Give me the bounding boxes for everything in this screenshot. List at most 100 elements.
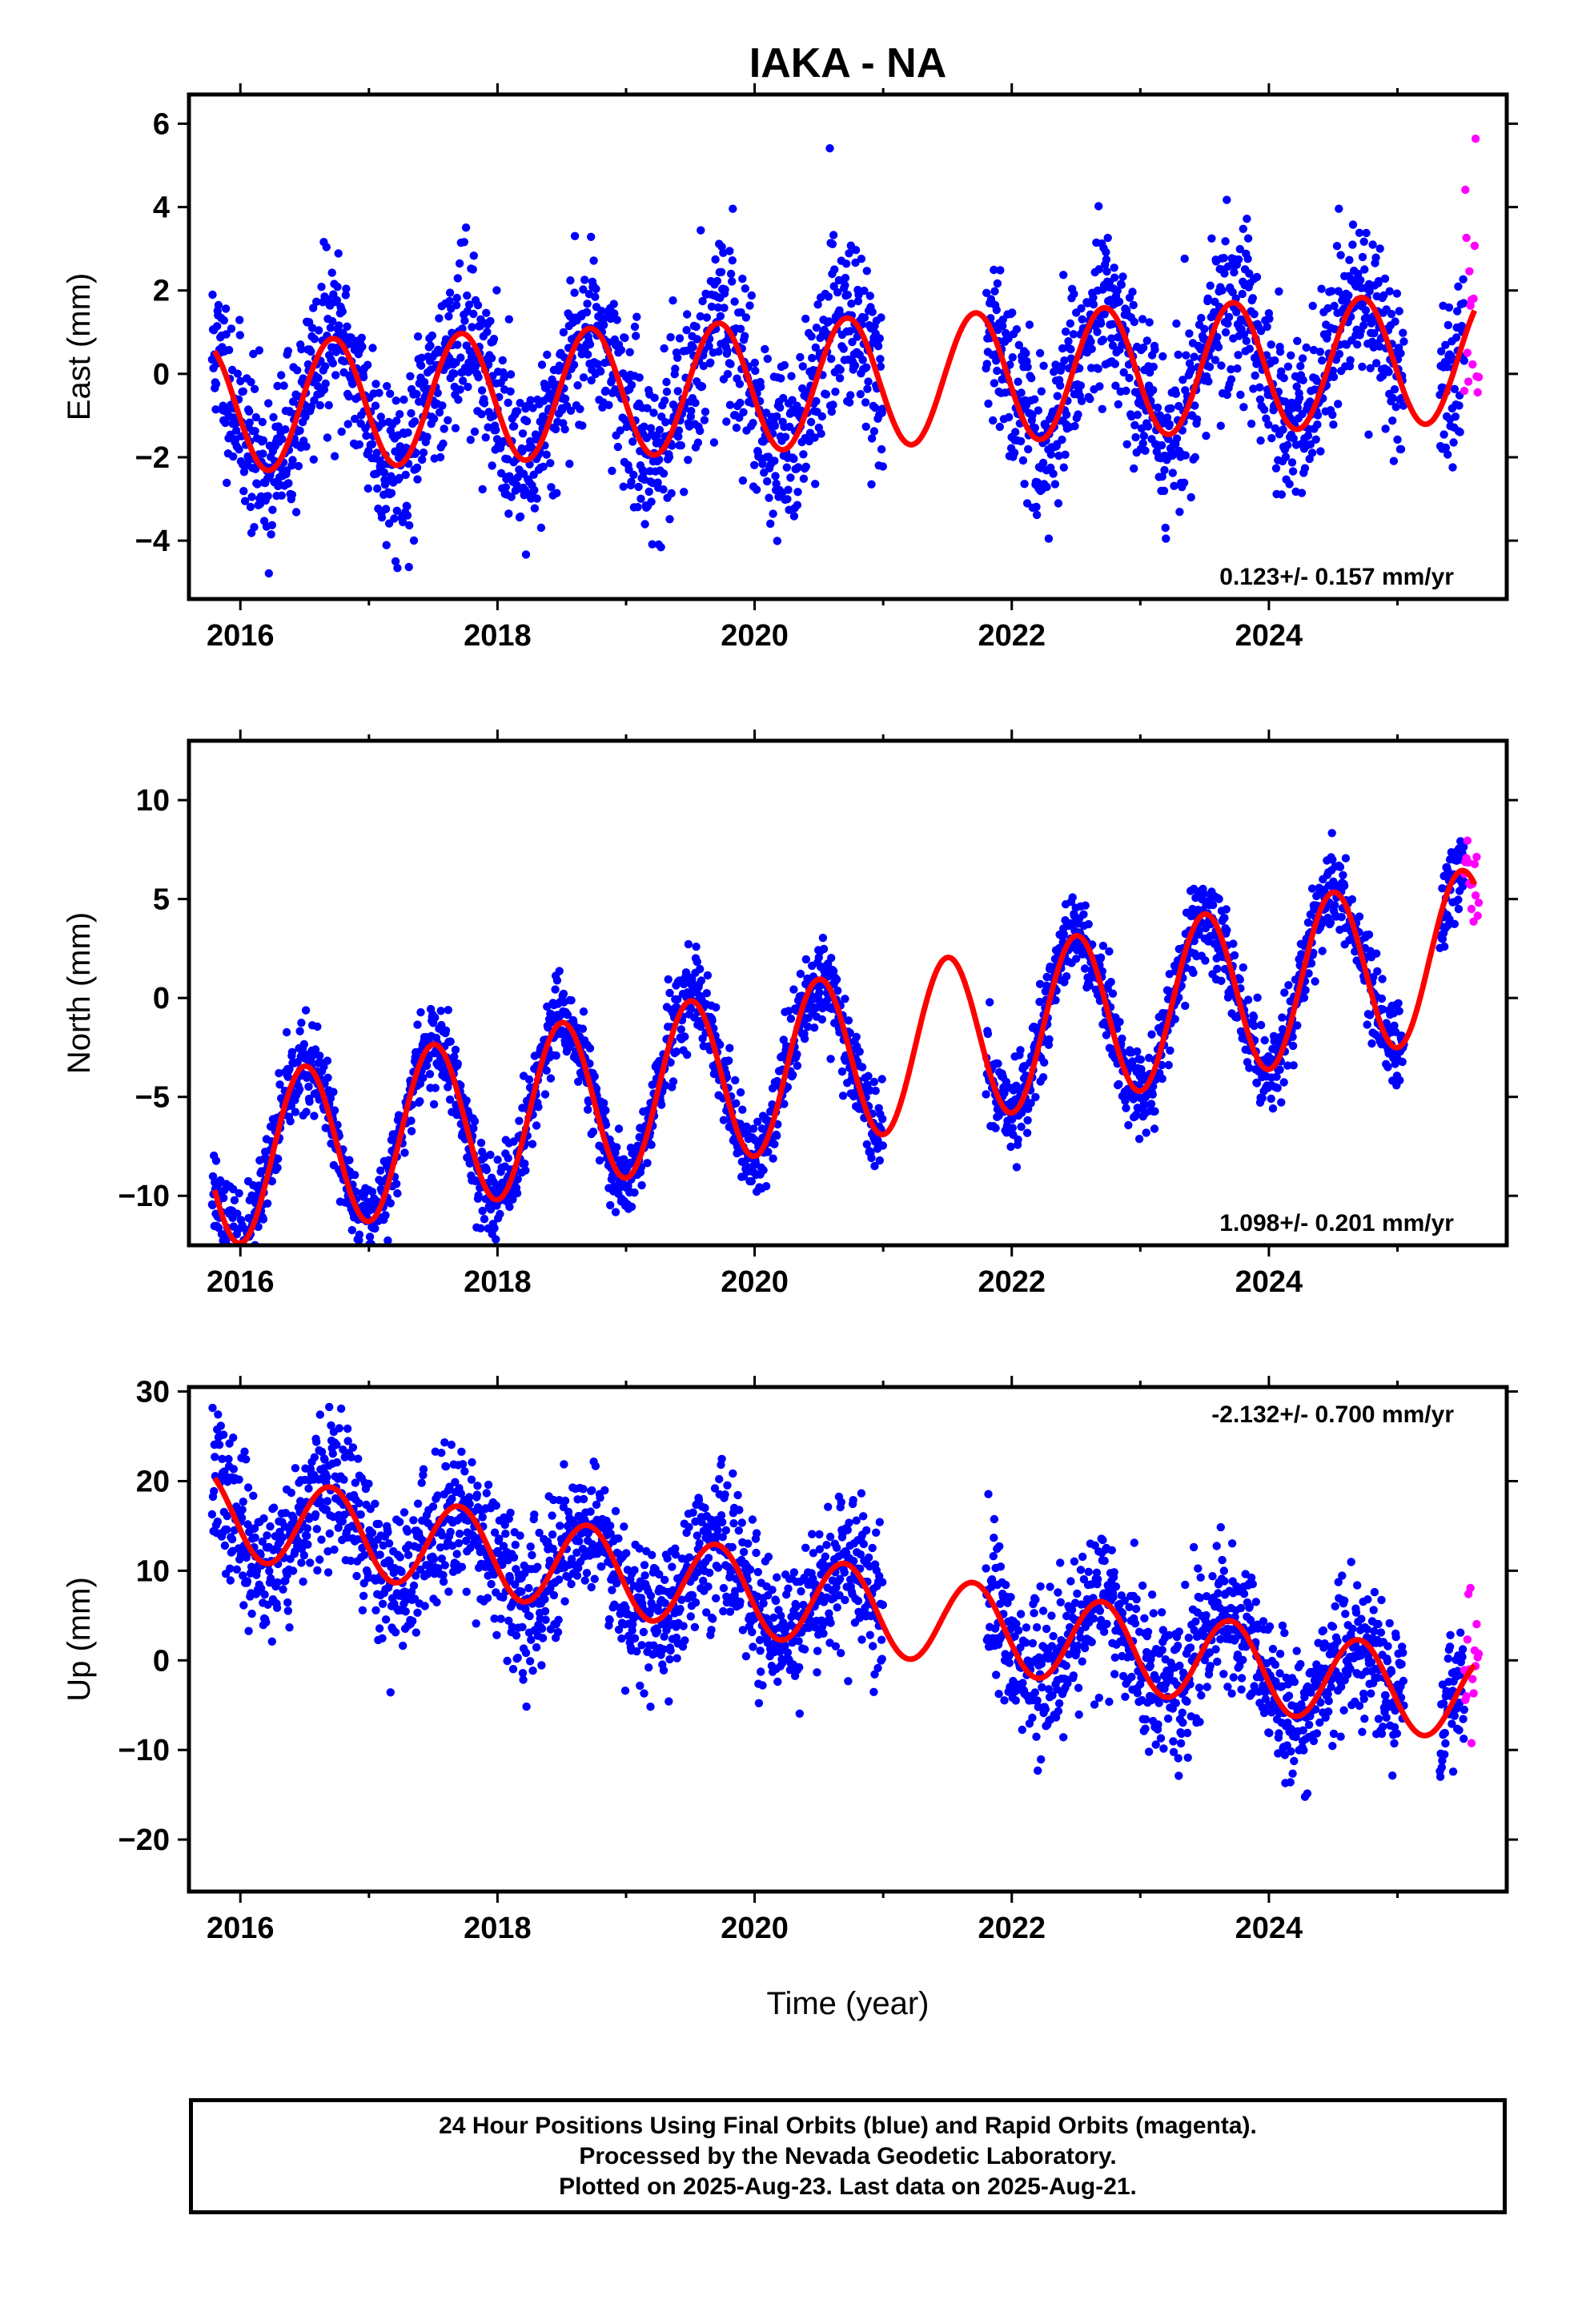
final-point [647,1140,656,1149]
final-point [1054,499,1063,508]
final-point [779,1035,788,1044]
final-point [527,494,536,503]
final-point [705,342,713,351]
final-point [1253,993,1262,1003]
final-point [422,1061,432,1071]
final-point [435,314,444,323]
final-point [817,412,826,421]
final-point [569,360,579,369]
final-point [1166,404,1175,413]
final-point [504,398,512,408]
final-point [301,1006,311,1015]
final-point [1114,400,1123,409]
final-point [1299,993,1309,1003]
final-point [1311,977,1319,986]
plot-frame [187,738,1509,1248]
final-point [864,1072,873,1080]
final-point [1171,389,1181,398]
final-point [692,943,701,951]
final-point [264,399,273,408]
final-point [590,1072,599,1081]
final-point [546,459,555,468]
final-point [1221,237,1230,246]
final-point [666,1058,675,1068]
final-point [302,442,311,451]
final-point [750,460,759,469]
final-point [1133,410,1142,420]
final-point [723,369,733,379]
final-point [367,440,377,448]
final-point [659,469,669,478]
final-point [532,1121,541,1130]
final-point [335,321,343,330]
final-point [1292,382,1301,391]
final-point [789,1071,797,1080]
final-point [332,296,342,305]
final-point [878,1141,888,1150]
final-point [224,1250,232,1258]
final-point [636,494,645,503]
final-point [1235,244,1245,254]
final-point [1354,269,1363,279]
final-point [357,333,366,342]
final-point [1283,1061,1292,1070]
final-point [390,514,399,523]
final-point [1023,363,1032,372]
final-point [601,1106,610,1115]
final-point [504,315,513,324]
final-point [1375,244,1384,253]
final-point [1032,510,1042,520]
final-point [751,366,760,376]
final-point [1187,364,1196,373]
final-point [1359,321,1368,330]
final-point [279,381,288,390]
final-point [660,344,669,353]
final-point [1234,351,1243,360]
final-point [1341,854,1351,862]
final-point [1355,912,1364,921]
final-point [845,327,854,336]
final-point [784,1007,793,1015]
final-point [993,366,1002,376]
final-point [813,300,822,309]
final-point [286,1116,295,1126]
final-point [600,1099,608,1108]
final-point [633,503,642,512]
final-point [482,308,491,317]
final-point [1078,315,1086,324]
final-point [1238,289,1247,299]
rapid-point [1472,852,1481,862]
final-point [585,1043,595,1053]
final-point [719,1116,729,1124]
final-point [735,380,745,388]
final-point [696,426,705,436]
final-point [486,316,495,326]
final-point [1213,332,1222,342]
final-point [1124,1120,1133,1130]
final-point [1437,347,1446,356]
final-point [547,483,556,492]
final-point [750,358,759,368]
final-point [1096,953,1106,962]
final-point [492,425,500,435]
final-point [696,964,705,974]
final-point [1074,410,1082,419]
final-point [415,397,424,406]
final-point [284,479,293,488]
final-point [537,360,547,369]
final-point [264,569,273,578]
final-point [1131,432,1140,442]
final-point [342,284,351,293]
final-point [993,279,1002,288]
final-point [1037,387,1046,396]
final-point [1288,1041,1298,1051]
final-point [751,1158,761,1167]
final-point [1252,1079,1262,1088]
final-point [865,292,875,300]
final-point [1223,195,1231,204]
final-point [614,1124,624,1133]
final-point [692,322,701,332]
final-point [1192,415,1202,424]
final-point [850,361,860,370]
final-point [649,408,658,417]
